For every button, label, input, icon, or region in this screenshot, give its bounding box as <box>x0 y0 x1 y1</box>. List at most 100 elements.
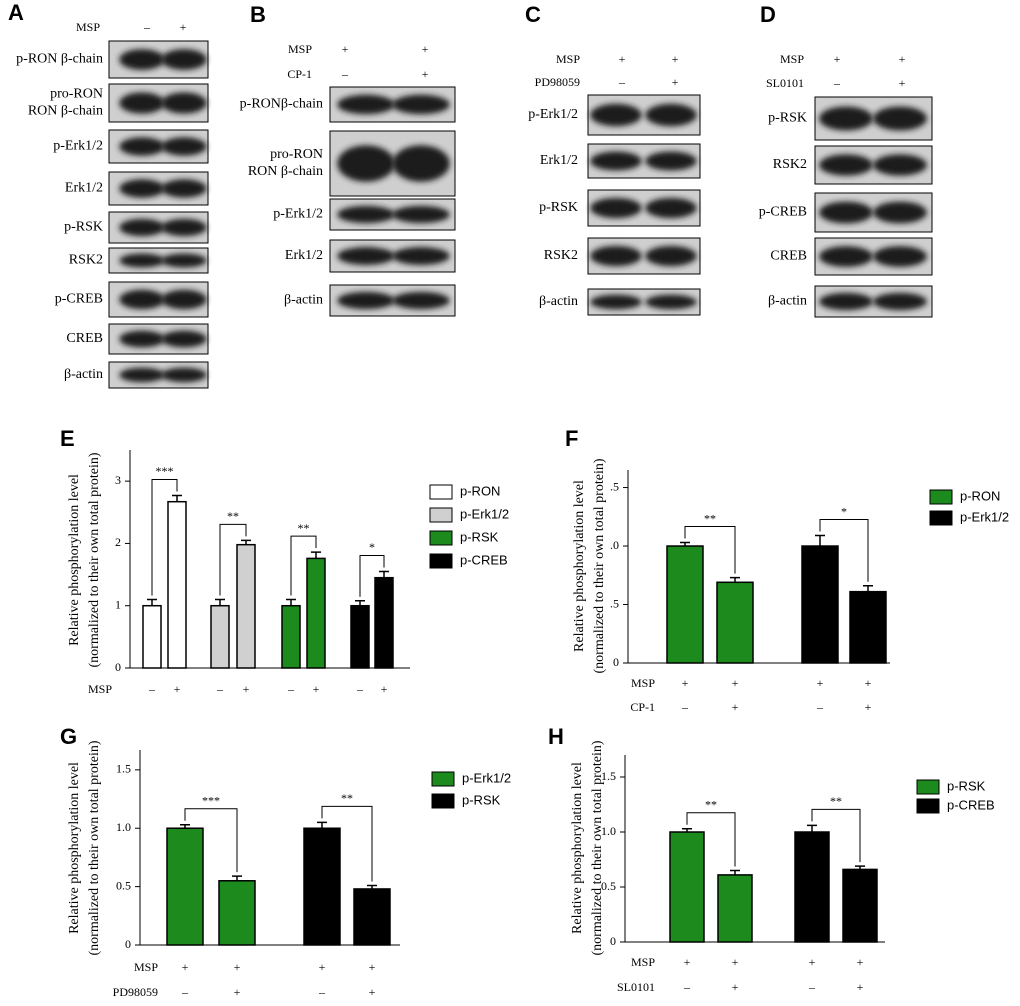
error-bar <box>241 539 251 545</box>
y-tick-label: .5 <box>610 596 619 610</box>
error-bar <box>367 884 377 889</box>
legend-label: p-RSK <box>947 778 986 793</box>
y-axis-label: Relative phosphorylation level <box>67 762 82 934</box>
blot-band <box>819 292 873 311</box>
blot-band <box>819 246 873 267</box>
error-bar <box>682 827 692 832</box>
condition-mark: + <box>732 700 739 714</box>
blot-row-label: Erk1/2 <box>285 248 323 263</box>
significance-bracket <box>219 523 247 596</box>
blot-band <box>645 197 697 219</box>
panel-letter: C <box>525 2 541 27</box>
blot-band <box>645 245 697 267</box>
condition-mark: – <box>216 682 224 696</box>
blot-band <box>392 94 450 115</box>
legend-label: p-Erk1/2 <box>960 509 1009 524</box>
blot-band <box>873 106 927 131</box>
legend-label: p-RSK <box>460 529 499 544</box>
significance-bracket <box>684 526 736 574</box>
condition-mark: + <box>809 955 816 969</box>
significance-bracket <box>151 478 178 596</box>
y-axis-label: (normalized to their own total protein) <box>592 458 607 673</box>
y-tick-label: 0 <box>613 655 619 669</box>
error-bar <box>815 534 825 547</box>
condition-label: MSP <box>556 52 580 66</box>
bar <box>218 880 256 946</box>
condition-mark: – <box>356 682 364 696</box>
condition-mark: + <box>422 67 429 81</box>
condition-mark: – <box>341 67 349 81</box>
blot-band <box>590 103 642 127</box>
significance-bracket <box>819 519 869 582</box>
blot-band <box>873 246 927 267</box>
bar <box>849 590 887 664</box>
significance-label: *** <box>156 464 174 478</box>
panel-letter: B <box>250 2 266 27</box>
blot-band <box>119 92 165 114</box>
condition-label: CP-1 <box>287 67 312 81</box>
condition-label: MSP <box>76 20 100 34</box>
y-axis-label: (normalized to their own total protein) <box>87 452 102 667</box>
y-tick-label: 2 <box>115 535 121 549</box>
legend-swatch <box>429 530 453 546</box>
y-axis-label: Relative phosphorylation level <box>67 474 82 646</box>
condition-mark: – <box>808 980 816 994</box>
blot-row-label: p-RSK <box>539 200 578 215</box>
blot-band <box>819 201 873 224</box>
blot-band <box>337 291 395 310</box>
blot-row-label: p-Erk1/2 <box>53 139 103 154</box>
error-bar <box>172 494 182 502</box>
blot-band <box>119 218 165 237</box>
error-bar <box>855 865 865 870</box>
legend-swatch <box>929 510 953 526</box>
blot-band <box>161 49 207 70</box>
error-bar <box>807 824 817 832</box>
bar <box>281 604 301 669</box>
blot-band <box>392 205 450 224</box>
legend-swatch <box>916 798 940 814</box>
blot-band <box>873 292 927 311</box>
condition-mark: + <box>682 676 689 690</box>
blot-band <box>819 106 873 131</box>
error-bar <box>317 821 327 829</box>
blot-band <box>645 151 697 171</box>
bar <box>167 500 187 669</box>
significance-label: *** <box>202 793 220 807</box>
blot-band <box>819 154 873 176</box>
legend-label: p-Erk1/2 <box>460 506 509 521</box>
blot-row-label: RON β-chain <box>28 104 103 119</box>
error-bar <box>355 599 365 606</box>
y-tick-label: 3 <box>115 473 121 487</box>
condition-mark: + <box>672 75 679 89</box>
condition-mark: + <box>422 42 429 56</box>
significance-label: ** <box>705 797 717 811</box>
y-tick-label: 0 <box>125 937 131 951</box>
condition-mark: + <box>899 52 906 66</box>
bar <box>716 581 754 664</box>
blot-row-label: RSK2 <box>544 248 578 263</box>
blot-band <box>161 179 207 198</box>
blot-band <box>119 49 165 70</box>
y-axis-label: (normalized to their own total protein) <box>590 740 605 955</box>
error-bar <box>379 570 389 578</box>
condition-label: PD98059 <box>535 75 580 89</box>
blot-band <box>392 291 450 310</box>
condition-mark: + <box>834 52 841 66</box>
condition-mark: + <box>672 52 679 66</box>
bar <box>306 557 326 669</box>
blot-band <box>590 245 642 267</box>
blot-band <box>119 179 165 198</box>
condition-mark: – <box>833 76 841 90</box>
condition-mark: + <box>369 985 376 999</box>
condition-mark: + <box>865 676 872 690</box>
condition-mark: + <box>234 985 241 999</box>
bar <box>717 874 753 943</box>
condition-mark: – <box>683 980 691 994</box>
blot-row-label: CREB <box>770 249 807 264</box>
blot-row-label: β-actin <box>284 293 323 308</box>
y-tick-label: 1 <box>115 597 121 611</box>
legend-label: p-CREB <box>460 552 508 567</box>
condition-mark: + <box>342 42 349 56</box>
blot-row-label: p-RON β-chain <box>16 52 103 67</box>
